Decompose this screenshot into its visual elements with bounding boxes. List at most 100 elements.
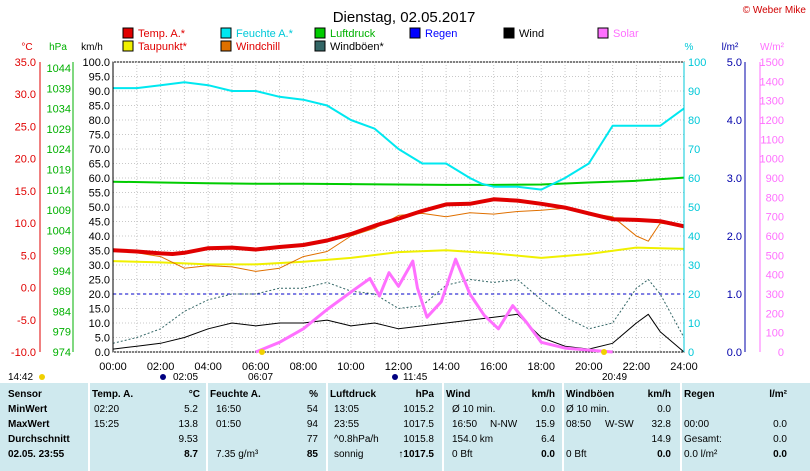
event-marker-icon (160, 374, 166, 380)
pressure-tick-label: 989 (53, 286, 71, 298)
table-value: 15.9 (535, 419, 555, 430)
pressure-tick-label: 1039 (47, 83, 71, 95)
table-value: 77 (306, 434, 318, 445)
axis-unit-label: km/h (81, 42, 103, 53)
table-value: 02:20 (94, 404, 120, 415)
legend-label: Wind (519, 28, 544, 40)
table-value: 54 (306, 404, 318, 415)
wind-tick-label: 85.0 (89, 101, 110, 113)
table-value: 1017.5 (403, 419, 434, 430)
pressure-tick-label: 1044 (47, 63, 71, 75)
series-taupunkt (112, 246, 685, 266)
x-tick-label: 22:00 (623, 361, 651, 373)
table-row-label: Durchschnitt (8, 434, 70, 445)
table-value: 16:50 (452, 419, 478, 430)
table-value: ↑1017.5 (398, 449, 434, 460)
pressure-tick-label: 979 (53, 327, 71, 339)
legend-swatch (314, 40, 326, 52)
humidity-tick-label: 60 (688, 173, 700, 185)
wind-tick-label: 55.0 (89, 188, 110, 200)
solar-tick-label: 1200 (760, 115, 784, 127)
temp-tick-label: 35.0 (15, 57, 36, 69)
humidity-tick-label: 30 (688, 260, 700, 272)
event-marker-icon (601, 349, 607, 355)
solar-tick-label: 1500 (760, 57, 784, 69)
pressure-tick-label: 1024 (47, 144, 71, 156)
table-value: Gesamt: (684, 434, 722, 445)
x-tick-label: 08:00 (290, 361, 318, 373)
legend-swatch (503, 27, 515, 39)
table-separator (680, 383, 682, 471)
table-separator (88, 383, 90, 471)
wind-tick-label: 0.0 (95, 347, 110, 359)
table-value: 14.9 (651, 434, 671, 445)
table-value: 9.53 (178, 434, 198, 445)
axis-unit-label: % (685, 42, 694, 53)
table-header-unit: hPa (415, 389, 434, 400)
wind-tick-label: 75.0 (89, 130, 110, 142)
table-value: 85 (306, 449, 318, 460)
temp-tick-label: 25.0 (15, 121, 36, 133)
table-separator (206, 383, 208, 471)
solar-tick-label: 100 (766, 328, 784, 340)
pressure-tick-label: 1009 (47, 205, 71, 217)
pressure-tick-label: 984 (53, 306, 71, 318)
table-value: 6.4 (541, 434, 555, 445)
wind-tick-label: 25.0 (89, 275, 110, 287)
x-tick-label: 10:00 (337, 361, 365, 373)
table-value: 00:00 (684, 419, 710, 430)
sunrise2-time: 06:07 (248, 372, 273, 383)
chart-title: Dienstag, 02.05.2017 (333, 9, 476, 26)
legend-label: Taupunkt* (138, 41, 188, 53)
table-separator (442, 383, 444, 471)
legend-swatch (314, 27, 326, 39)
table-value: 0.0 (773, 449, 787, 460)
humidity-tick-label: 100 (688, 57, 706, 69)
series-feuchte-a (113, 81, 685, 191)
legend-label: Windböen* (330, 41, 385, 53)
temp-tick-label: -5.0 (17, 315, 36, 327)
series-windb-en (112, 279, 685, 344)
table-value: 13:05 (334, 404, 360, 415)
table-value: 23:55 (334, 419, 360, 430)
x-tick-label: 12:00 (385, 361, 413, 373)
table-value: Ø 10 min. (452, 404, 496, 415)
axis-unit-label: °C (21, 42, 32, 53)
table-header: Wind (446, 389, 471, 400)
solar-tick-label: 1300 (760, 96, 784, 108)
sunset-time: 20:49 (602, 372, 627, 383)
pressure-tick-label: 1019 (47, 164, 71, 176)
moonrise-time: 14:42 (8, 372, 33, 383)
table-header-unit: % (309, 389, 318, 400)
table-value: 08:50 (566, 419, 592, 430)
solar-tick-label: 800 (766, 192, 784, 204)
axis-unit-label: hPa (49, 42, 67, 53)
solar-tick-label: 700 (766, 212, 784, 224)
table-separator (326, 383, 328, 471)
solar-tick-label: 1000 (760, 154, 784, 166)
wind-tick-label: 70.0 (89, 144, 110, 156)
table-header-unit: l/m² (769, 389, 787, 400)
legend: Temp. A.* Feuchte A.* Luftdruck Regen Wind So… (122, 27, 639, 53)
pressure-tick-label: 999 (53, 246, 71, 258)
table-value: 0.0 (541, 449, 555, 460)
table-row-label: MaxWert (8, 419, 50, 430)
table-value: 0.0 (773, 419, 787, 430)
legend-swatch (220, 40, 232, 52)
humidity-tick-label: 80 (688, 115, 700, 127)
humidity-tick-label: 0 (688, 347, 694, 359)
rain-tick-label: 2.0 (727, 231, 742, 243)
rain-tick-label: 5.0 (727, 57, 742, 69)
table-header: Temp. A. (92, 389, 134, 400)
x-tick-label: 00:00 (99, 361, 127, 373)
humidity-tick-label: 50 (688, 202, 700, 214)
table-value: 7.35 g/m³ (216, 449, 259, 460)
series-solar (255, 257, 613, 354)
event-marker-icon (39, 374, 45, 380)
wind-tick-label: 10.0 (89, 318, 110, 330)
table-value: 15:25 (94, 419, 120, 430)
table-value: 0.0 (773, 434, 787, 445)
pressure-tick-label: 1029 (47, 124, 71, 136)
wind-tick-label: 15.0 (89, 304, 110, 316)
legend-swatch (597, 27, 609, 39)
